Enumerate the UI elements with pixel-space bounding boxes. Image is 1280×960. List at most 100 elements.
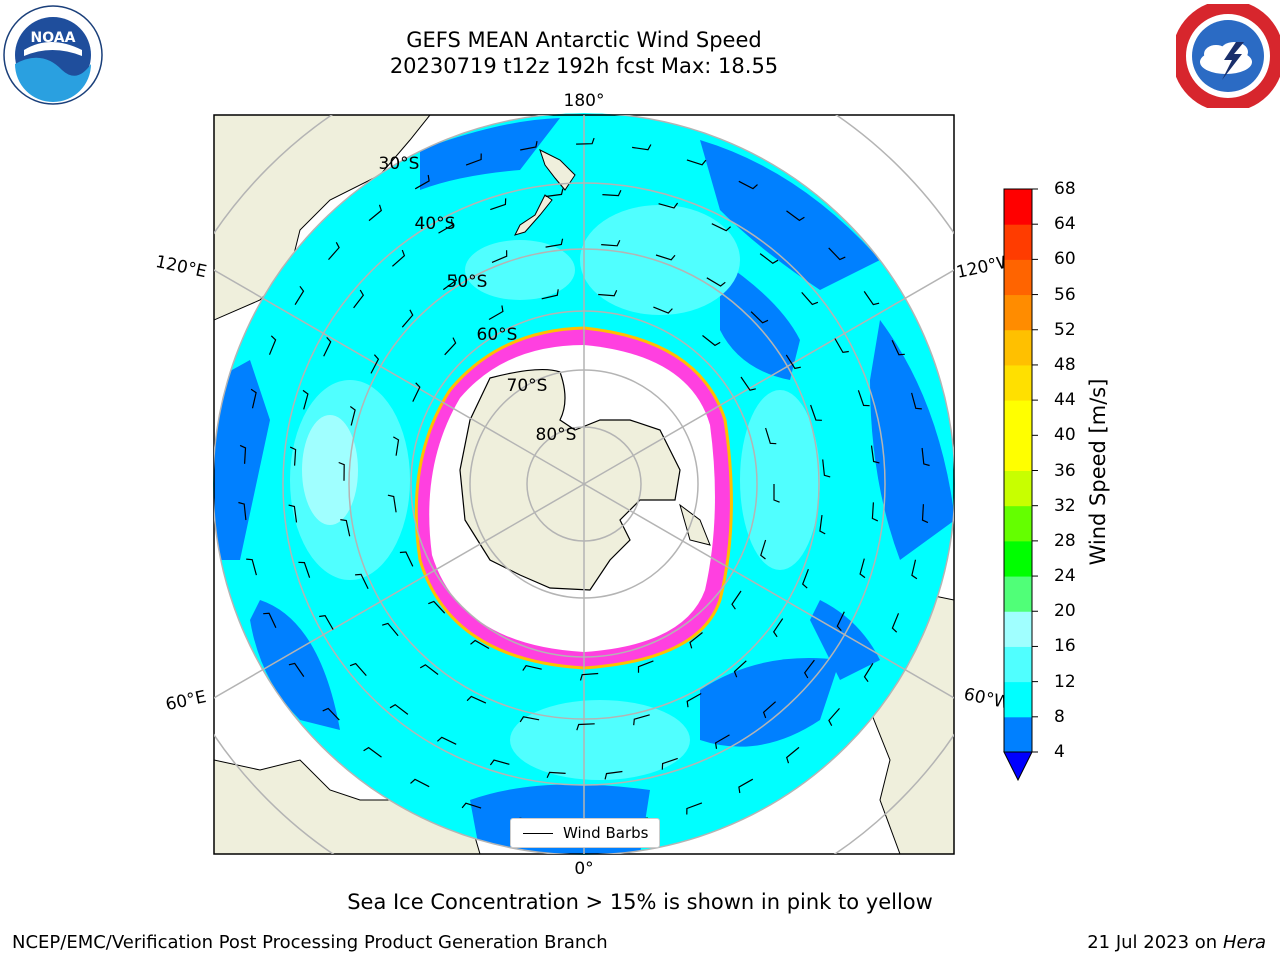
wind-barb (661, 757, 678, 770)
wind-barb (921, 504, 929, 524)
wind-barb (546, 771, 566, 779)
colorbar-bin (1004, 329, 1032, 366)
wind-barb (921, 447, 930, 467)
wind-barb (870, 445, 880, 464)
wind-barb (786, 746, 800, 764)
lon-label-top: 180° (564, 91, 605, 111)
wind-barb (368, 204, 382, 222)
colorbar-tick-label: 56 (1054, 284, 1076, 305)
footer-date-text: 21 Jul 2023 on (1087, 932, 1223, 953)
noaa-logo: NOAA (3, 5, 103, 105)
wind-barb (801, 568, 809, 589)
wind-barb (810, 404, 822, 421)
wind-barb (545, 188, 564, 198)
colorbar (1003, 188, 1038, 782)
wind-barb (819, 515, 826, 535)
wind-barb (541, 289, 559, 300)
wind-barb (461, 802, 482, 809)
wind-barb (576, 137, 595, 145)
noaa-logo-text: NOAA (31, 30, 76, 46)
wind-barb (871, 502, 879, 522)
wind-barb (399, 551, 414, 567)
colorbar-extend-triangle (1003, 751, 1033, 782)
wind-barb (750, 311, 769, 324)
wind-barb (419, 664, 439, 675)
wind-barb (759, 253, 779, 265)
wind-barb (738, 778, 754, 794)
wind-barb (288, 662, 305, 677)
wind-barb (731, 590, 742, 610)
wind-barb (263, 612, 277, 629)
footer-date: 21 Jul 2023 on Hera (1087, 932, 1266, 953)
wind-barb (519, 716, 540, 723)
wind-barb (740, 376, 756, 391)
lat-label-60s: 60°S (477, 325, 518, 345)
wind-barb (863, 662, 874, 683)
wind-barb (891, 613, 900, 633)
footer-credit: NCEP/EMC/Verification Post Processing Pr… (12, 932, 608, 953)
lat-label-70s: 70°S (507, 376, 548, 396)
wind-barb (714, 734, 730, 749)
colorbar-label: Wind Speed [m/s] (1086, 378, 1110, 566)
meridian-lines (214, 115, 954, 854)
wind-barb (349, 662, 367, 676)
wind-barb (382, 622, 399, 637)
wind-barb (412, 382, 421, 402)
wind-barb (711, 223, 732, 232)
wind-barb (786, 210, 805, 222)
legend-label: Wind Barbs (563, 824, 649, 842)
wind-barb (428, 600, 446, 614)
wind-barb (522, 665, 542, 671)
wind-barb (686, 802, 703, 815)
wind-barb (655, 254, 676, 261)
colorbar-tick-label: 8 (1054, 706, 1065, 727)
colorbar-tick-label: 44 (1054, 390, 1076, 411)
colorbar-tick-label: 4 (1054, 742, 1065, 762)
colorbar-bin (1004, 259, 1032, 296)
wind-barb (733, 660, 747, 678)
wind-barb (323, 336, 332, 357)
colorbar-tick-label: 28 (1054, 530, 1076, 551)
wind-barb (389, 703, 409, 715)
wind-barb (859, 558, 866, 579)
wind-barb (393, 436, 400, 456)
wind-barb (653, 306, 673, 314)
wind-barb (772, 618, 784, 638)
wind-barb (773, 484, 780, 503)
colorbar-bin (1004, 470, 1032, 507)
wind-barb (602, 189, 622, 197)
wind-barb (438, 219, 454, 234)
wind-barb (353, 289, 365, 309)
colorbar-tick-label: 68 (1054, 179, 1076, 199)
wind-barb (601, 240, 621, 247)
wind-barb (387, 494, 397, 513)
wind-barb (298, 561, 311, 578)
wind-barb (338, 461, 345, 481)
wind-barb (392, 249, 406, 267)
wind-barb (803, 659, 815, 679)
wind-barb (822, 459, 831, 478)
wind-barb (238, 501, 247, 521)
wind-barb (828, 247, 846, 261)
wind-barb (268, 335, 277, 355)
wind-barb (414, 174, 430, 190)
wind-barb (633, 714, 650, 726)
wind-barb (302, 389, 309, 410)
wind-barb (401, 309, 414, 328)
wind-barb (658, 202, 679, 209)
wind-barb (489, 759, 510, 766)
wind-barb (410, 778, 430, 788)
wind-barb (288, 504, 298, 523)
wind-barb (246, 558, 257, 576)
colorbar-bin (1004, 224, 1032, 260)
colorbar-bin (1004, 294, 1032, 331)
wind-barb (863, 291, 880, 306)
colorbar-bin (1004, 364, 1032, 401)
wind-barb (836, 611, 845, 632)
wind-barb (598, 290, 618, 297)
wind-barb (637, 660, 654, 673)
wind-barb (444, 337, 457, 356)
chart-title: GEFS MEAN Antarctic Wind Speed (406, 28, 762, 52)
wind-barb (289, 446, 297, 466)
